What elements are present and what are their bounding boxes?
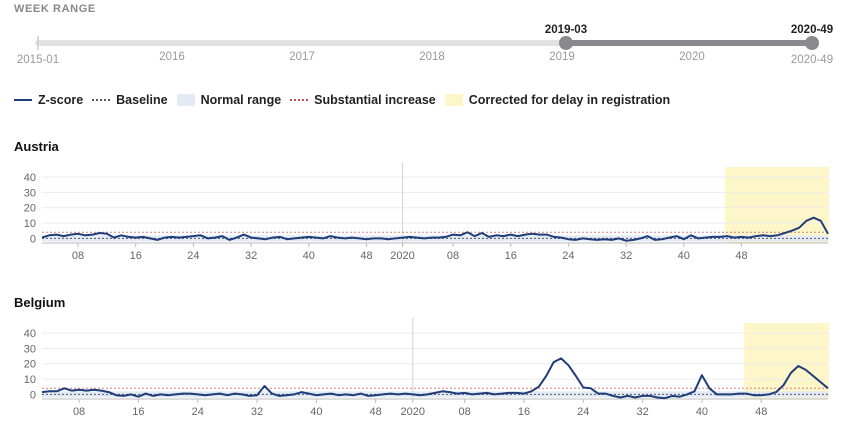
legend-label: Z-score xyxy=(38,93,84,107)
x-tick-label: 32 xyxy=(251,406,263,418)
x-tick-label: 16 xyxy=(132,406,144,418)
x-tick-label: 24 xyxy=(187,250,199,262)
x-tick-label: 24 xyxy=(577,406,589,418)
slider-year-tick: 2019 xyxy=(549,51,575,63)
country-title-belgium: Belgium xyxy=(14,295,66,310)
slider-start-label: 2015-01 xyxy=(17,54,59,66)
belgium-chart: 0 10 20 30 40 08 16 24 32 40 48 2020 08 16 24 32 40 48 xyxy=(24,318,829,418)
slider-year-tick: 2018 xyxy=(419,51,445,63)
normal-range-box-icon xyxy=(176,94,195,106)
slider-year-tick: 2020 xyxy=(679,51,705,63)
legend-label: Substantial increase xyxy=(314,93,436,107)
x-tick-label: 40 xyxy=(678,250,690,262)
x-tick-label: 16 xyxy=(518,406,530,418)
x-tick-label: 16 xyxy=(505,250,517,262)
x-tick-label: 48 xyxy=(735,250,747,262)
y-tick-label: 30 xyxy=(24,343,36,355)
x-tick-label: 32 xyxy=(636,406,648,418)
y-tick-label: 10 xyxy=(24,218,36,230)
zscore-series-line xyxy=(41,357,829,400)
x-tick-label: 32 xyxy=(620,250,632,262)
x-tick-label: 24 xyxy=(562,250,574,262)
slider-end-label: 2020-49 xyxy=(791,54,833,66)
slider-selected-end-label: 2020-49 xyxy=(791,24,833,36)
baseline-dots-icon xyxy=(92,99,111,101)
x-tick-label: 32 xyxy=(245,250,257,262)
y-tick-label: 0 xyxy=(30,233,36,245)
corrected-region xyxy=(724,167,829,243)
legend: Z-score Baseline Normal range Substantia… xyxy=(14,93,679,107)
y-tick-label: 40 xyxy=(24,172,36,184)
x-tick-label: 48 xyxy=(755,406,767,418)
substantial-dots-icon xyxy=(290,99,309,101)
x-tick-label: 24 xyxy=(192,406,204,418)
y-tick-label: 10 xyxy=(24,374,36,386)
y-tick-label: 20 xyxy=(24,359,36,371)
x-tick-label: 16 xyxy=(130,250,142,262)
x-tick-label: 48 xyxy=(370,406,382,418)
slider-year-tick: 2016 xyxy=(159,51,185,63)
country-title-austria: Austria xyxy=(14,139,59,154)
corrected-region xyxy=(744,323,829,399)
legend-item-baseline[interactable]: Baseline xyxy=(92,93,168,107)
legend-label: Baseline xyxy=(116,93,168,107)
x-tick-label: 40 xyxy=(310,406,322,418)
slider-selected-start-label: 2019-03 xyxy=(545,24,587,36)
x-tick-label: 08 xyxy=(447,250,459,262)
x-tick-label: 40 xyxy=(696,406,708,418)
y-tick-label: 0 xyxy=(30,389,36,401)
legend-item-normal-range[interactable]: Normal range xyxy=(176,93,282,107)
slider-year-tick: 2017 xyxy=(289,51,315,63)
x-tick-label: 2020 xyxy=(401,406,425,418)
y-tick-label: 40 xyxy=(24,328,36,340)
x-tick-label: 48 xyxy=(360,250,372,262)
week-range-slider[interactable]: 2019-03 2020-49 2015-01 2020-49 2016 201… xyxy=(0,18,850,70)
y-tick-label: 20 xyxy=(24,203,36,215)
x-tick-label: 08 xyxy=(72,250,84,262)
zscore-series-line xyxy=(41,216,829,242)
legend-item-corrected[interactable]: Corrected for delay in registration xyxy=(444,93,671,107)
x-tick-label: 08 xyxy=(459,406,471,418)
legend-item-substantial-increase[interactable]: Substantial increase xyxy=(290,93,436,107)
x-tick-label: 40 xyxy=(303,250,315,262)
corrected-box-icon xyxy=(444,94,463,106)
legend-item-zscore[interactable]: Z-score xyxy=(14,93,83,107)
x-tick-label: 2020 xyxy=(390,250,414,262)
slider-end-handle[interactable] xyxy=(805,36,819,50)
legend-label: Normal range xyxy=(200,93,282,107)
week-range-label: WEEK RANGE xyxy=(14,3,96,15)
legend-label: Corrected for delay in registration xyxy=(468,93,671,107)
y-tick-label: 30 xyxy=(24,187,36,199)
zscore-line-icon xyxy=(14,99,32,101)
austria-chart: 0 10 20 30 40 08 16 24 32 40 48 2020 08 16 24 32 40 48 xyxy=(24,162,829,262)
x-tick-label: 08 xyxy=(73,406,85,418)
slider-start-handle[interactable] xyxy=(559,36,573,50)
